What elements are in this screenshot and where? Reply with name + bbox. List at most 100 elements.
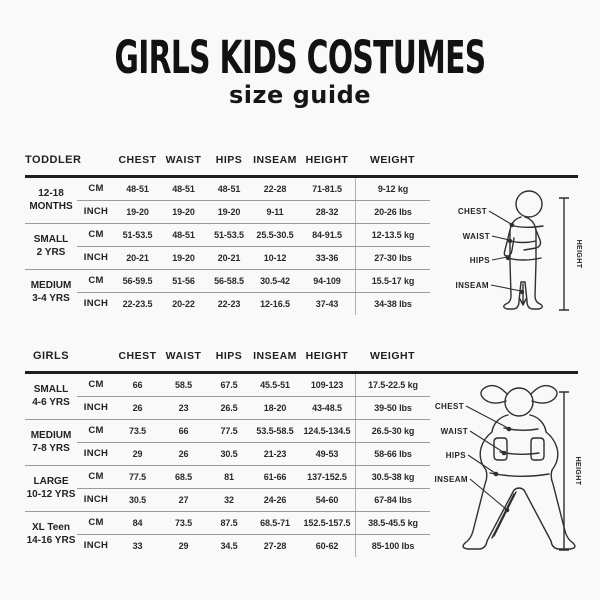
unit-label-inch: INCH (83, 206, 109, 217)
size-label-line: MONTHS (29, 200, 73, 212)
cell-chest-cm: 51-53.5 (122, 230, 153, 240)
cell-waist-cm: 48-51 (172, 230, 195, 240)
cell-height-cm: 109-123 (310, 380, 344, 390)
cell-hips-inch: 22-23 (217, 299, 241, 309)
cell-waist-cm: 51-56 (172, 276, 195, 286)
cell-chest-inch: 22-23.5 (122, 299, 153, 309)
girls-leader-lines (465, 405, 509, 510)
unit-label-cm: CM (88, 425, 104, 436)
size-label-line: SMALL (33, 234, 69, 245)
cell-waist-cm: 68.5 (174, 472, 193, 482)
cell-inseam-cm: 25.5-30.5 (256, 230, 294, 240)
page-subtitle: size guide (228, 81, 372, 109)
size-label-line: 3-4 YRS (32, 292, 70, 304)
cell-chest-inch: 33 (132, 541, 143, 551)
unit-label-inch: INCH (83, 402, 109, 413)
size-label-line: 7-8 YRS (32, 442, 70, 454)
cell-waist-inch: 23 (178, 403, 189, 413)
size-label: MEDIUM 3-4 YRS (25, 270, 77, 315)
cell-chest-inch: 26 (132, 403, 143, 413)
measurement-rows: CM 66 58.5 67.5 45.5-51 109-123 17.5-22.5 kg IN… (77, 374, 430, 419)
size-label-line: MEDIUM (30, 430, 72, 441)
cell-chest-cm: 77.5 (128, 472, 147, 482)
table-title: TODDLER (25, 154, 82, 166)
cell-waist-inch: 26 (178, 449, 189, 459)
cell-waist-cm: 58.5 (174, 380, 193, 390)
cell-hips-inch: 19-20 (217, 207, 241, 217)
girls-figure: CHEST WAIST HIPS INSEAM HEIGHT (424, 380, 584, 573)
row-inch: INCH 19-20 19-20 19-20 9-11 28-32 20-26 lbs (77, 200, 430, 223)
header-underline (25, 175, 578, 178)
unit-label-cm: CM (88, 229, 104, 240)
cell-height-cm: 71-81.5 (312, 184, 342, 194)
cell-weight-inch: 39-50 lbs (355, 397, 430, 419)
size-group: SMALL 2 YRS CM 51-53.5 48-51 51-53.5 25.5-30.5… (25, 223, 430, 269)
row-cm: CM 66 58.5 67.5 45.5-51 109-123 17.5-22.5 kg (77, 374, 430, 396)
toddler-figure: CHEST WAIST HIPS INSEAM HEIGHT (450, 188, 585, 328)
column-header-waist: WAIST (165, 350, 202, 362)
unit-label-cm: CM (88, 183, 104, 194)
cell-inseam-cm: 30.5-42 (260, 276, 290, 286)
toddler-measurement-dots (505, 222, 525, 295)
toddler-inseam-label: INSEAM (455, 281, 489, 290)
girls-height-label: HEIGHT (574, 457, 581, 486)
cell-waist-cm: 66 (178, 426, 189, 436)
size-label-line: 4-6 YRS (32, 396, 70, 408)
cell-hips-cm: 51-53.5 (214, 230, 244, 240)
cell-weight-inch: 27-30 lbs (355, 247, 430, 269)
cell-height-inch: 43-48.5 (312, 403, 342, 413)
cell-waist-inch: 19-20 (172, 253, 195, 263)
column-header-weight: WEIGHT (370, 350, 415, 362)
cell-weight-inch: 20-26 lbs (355, 201, 430, 223)
size-label: SMALL 2 YRS (25, 224, 77, 269)
cell-hips-inch: 30.5 (220, 449, 238, 459)
toddler-chest-label: CHEST (458, 207, 487, 216)
row-cm: CM 77.5 68.5 81 61-66 137-152.5 30.5-38 kg (77, 466, 430, 488)
cell-inseam-inch: 24-26 (263, 495, 287, 505)
cell-inseam-inch: 9-11 (266, 207, 284, 217)
cell-height-cm: 94-109 (313, 276, 341, 286)
page-title: GIRLS KIDS COSTUMES (114, 31, 487, 84)
toddler-size-table: TODDLER CHEST WAIST HIPS INSEAM HEIGHT WEIGHT 1… (25, 148, 578, 315)
column-header-hips: HIPS (215, 350, 243, 362)
measurement-rows: CM 73.5 66 77.5 53.5-58.5 124.5-134.5 26.5-30 … (77, 420, 430, 465)
cell-height-cm: 137-152.5 (307, 472, 347, 482)
size-label-line: SMALL (33, 384, 69, 395)
unit-label-inch: INCH (83, 540, 109, 551)
toddler-leader-lines (488, 210, 522, 292)
cell-height-inch: 49-53 (315, 449, 339, 459)
cell-hips-inch: 32 (224, 495, 234, 505)
girls-height-bracket (559, 391, 569, 551)
column-header-weight: WEIGHT (370, 154, 415, 166)
cell-chest-cm: 73.5 (128, 426, 147, 436)
table-body: 12-18 MONTHS CM 48-51 48-51 48-51 22-28 71-81.5… (25, 178, 430, 315)
table-title: GIRLS (32, 350, 70, 362)
cell-inseam-cm: 45.5-51 (260, 380, 290, 390)
unit-label-inch: INCH (83, 494, 109, 505)
cell-inseam-inch: 27-28 (263, 541, 287, 551)
column-header-waist: WAIST (165, 154, 202, 166)
size-label-line: XL Teen (32, 522, 70, 533)
column-header-height: HEIGHT (305, 350, 349, 362)
girls-body-outline (462, 384, 576, 550)
cell-chest-cm: 56-59.5 (122, 276, 153, 286)
cell-inseam-cm: 61-66 (263, 472, 287, 482)
row-cm: CM 51-53.5 48-51 51-53.5 25.5-30.5 84-91.5 12-… (77, 224, 430, 246)
row-inch: INCH 33 29 34.5 27-28 60-62 85-100 lbs (77, 534, 430, 557)
size-label-line: 2 YRS (36, 246, 66, 258)
cell-height-inch: 28-32 (315, 207, 339, 217)
cell-height-cm: 124.5-134.5 (303, 426, 351, 436)
girls-chest-label: CHEST (435, 402, 464, 411)
girls-waist-label: WAIST (441, 427, 468, 436)
column-header-inseam: INSEAM (253, 350, 297, 362)
toddler-hips-label: HIPS (470, 256, 491, 265)
measurement-rows: CM 77.5 68.5 81 61-66 137-152.5 30.5-38 kg INCH… (77, 466, 430, 511)
row-cm: CM 56-59.5 51-56 56-58.5 30.5-42 94-109 15.5-1… (77, 270, 430, 292)
cell-hips-cm: 81 (224, 472, 234, 482)
row-inch: INCH 20-21 19-20 20-21 10-12 33-36 27-30 lbs (77, 246, 430, 269)
unit-label-inch: INCH (83, 298, 109, 309)
toddler-height-label: HEIGHT (575, 240, 582, 269)
row-cm: CM 73.5 66 77.5 53.5-58.5 124.5-134.5 26.5-30 … (77, 420, 430, 442)
cell-chest-inch: 29 (132, 449, 143, 459)
measurement-rows: CM 51-53.5 48-51 51-53.5 25.5-30.5 84-91.5 12-… (77, 224, 430, 269)
